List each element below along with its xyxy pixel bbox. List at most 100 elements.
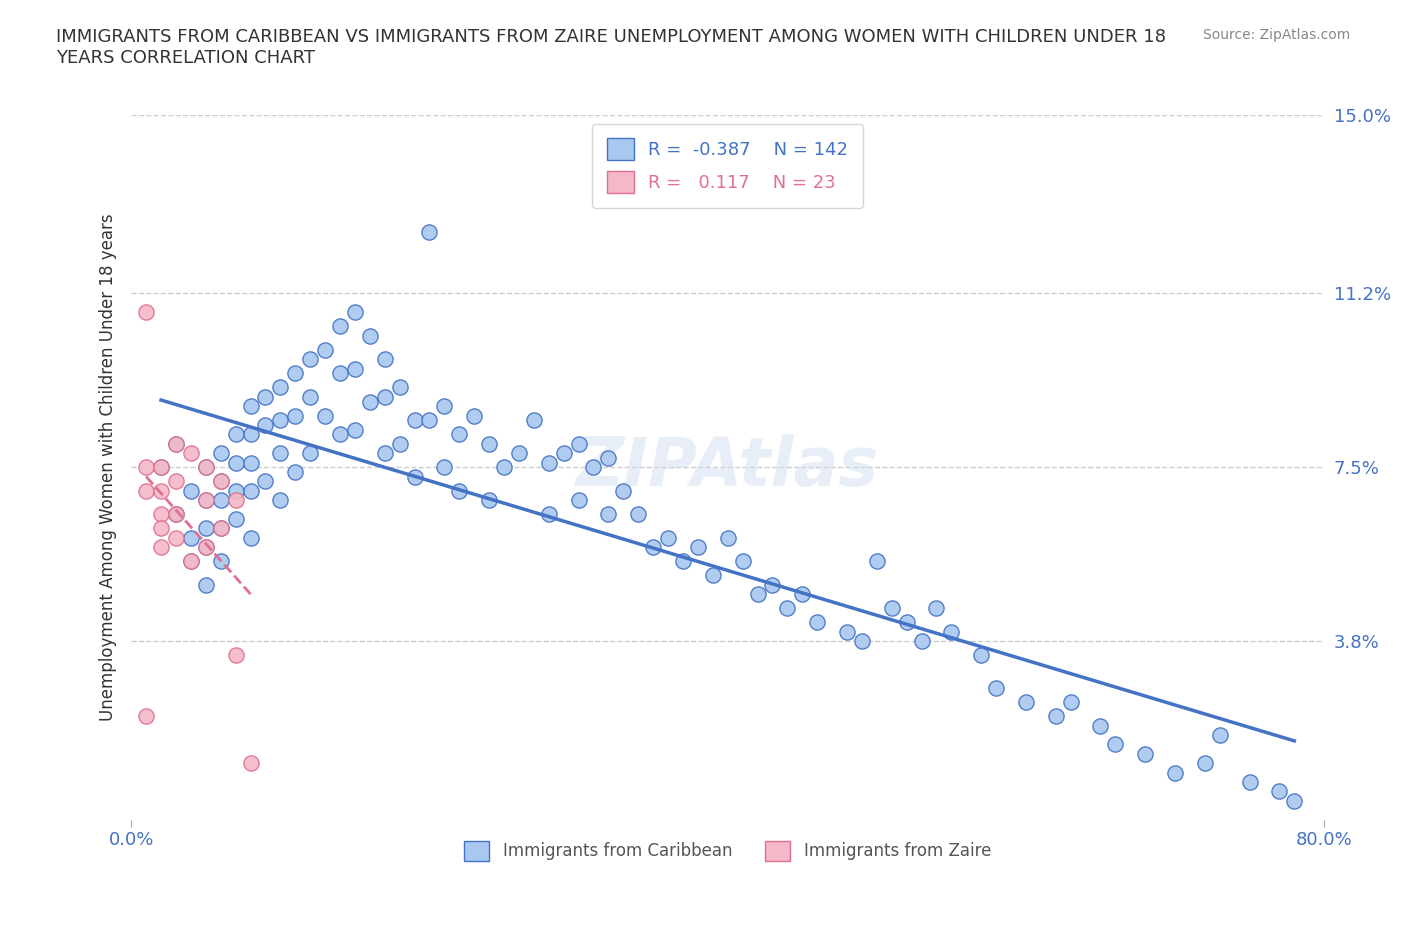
Point bbox=[463, 408, 485, 423]
Text: Source: ZipAtlas.com: Source: ZipAtlas.com bbox=[1202, 28, 1350, 42]
Point bbox=[776, 601, 799, 616]
Point bbox=[1104, 737, 1126, 751]
Point bbox=[225, 484, 247, 498]
Point bbox=[150, 539, 173, 554]
Point bbox=[433, 399, 456, 414]
Point bbox=[225, 647, 247, 662]
Point bbox=[284, 464, 307, 479]
Point bbox=[374, 390, 396, 405]
Point bbox=[225, 493, 247, 508]
Point bbox=[284, 365, 307, 380]
Point bbox=[1209, 727, 1232, 742]
Point bbox=[180, 484, 202, 498]
Point bbox=[1164, 765, 1187, 780]
Point bbox=[194, 493, 217, 508]
Point bbox=[165, 530, 187, 545]
Point bbox=[135, 709, 157, 724]
Point bbox=[135, 305, 157, 320]
Point bbox=[374, 445, 396, 460]
Point bbox=[1194, 756, 1216, 771]
Point bbox=[150, 459, 173, 474]
Point bbox=[209, 553, 232, 568]
Point bbox=[508, 445, 530, 460]
Point bbox=[299, 390, 322, 405]
Point bbox=[225, 512, 247, 526]
Point bbox=[150, 507, 173, 522]
Point bbox=[239, 399, 262, 414]
Point bbox=[239, 530, 262, 545]
Point bbox=[568, 493, 591, 508]
Point bbox=[209, 445, 232, 460]
Point bbox=[449, 484, 471, 498]
Point bbox=[835, 624, 858, 639]
Point bbox=[1284, 793, 1306, 808]
Point bbox=[880, 601, 903, 616]
Point bbox=[135, 484, 157, 498]
Text: IMMIGRANTS FROM CARIBBEAN VS IMMIGRANTS FROM ZAIRE UNEMPLOYMENT AMONG WOMEN WITH: IMMIGRANTS FROM CARIBBEAN VS IMMIGRANTS … bbox=[56, 28, 1166, 67]
Legend: Immigrants from Caribbean, Immigrants from Zaire: Immigrants from Caribbean, Immigrants fr… bbox=[457, 834, 998, 868]
Point bbox=[731, 553, 754, 568]
Point bbox=[984, 681, 1007, 696]
Point bbox=[194, 459, 217, 474]
Point bbox=[553, 445, 575, 460]
Point bbox=[254, 418, 277, 432]
Point bbox=[672, 553, 695, 568]
Point bbox=[150, 459, 173, 474]
Point bbox=[194, 493, 217, 508]
Point bbox=[1059, 695, 1081, 710]
Point bbox=[851, 633, 873, 648]
Point bbox=[537, 455, 560, 470]
Point bbox=[180, 553, 202, 568]
Point bbox=[329, 319, 352, 334]
Point bbox=[627, 507, 650, 522]
Point bbox=[239, 756, 262, 771]
Point bbox=[209, 521, 232, 536]
Point bbox=[478, 436, 501, 451]
Point bbox=[299, 352, 322, 366]
Point bbox=[388, 436, 411, 451]
Point bbox=[180, 530, 202, 545]
Point bbox=[686, 539, 709, 554]
Point bbox=[180, 445, 202, 460]
Point bbox=[537, 507, 560, 522]
Point bbox=[702, 568, 724, 583]
Point bbox=[150, 521, 173, 536]
Point bbox=[225, 455, 247, 470]
Point bbox=[717, 530, 740, 545]
Point bbox=[209, 493, 232, 508]
Point bbox=[1045, 709, 1067, 724]
Point bbox=[254, 474, 277, 489]
Point bbox=[418, 413, 440, 428]
Point bbox=[449, 427, 471, 442]
Point bbox=[209, 474, 232, 489]
Point bbox=[329, 365, 352, 380]
Point bbox=[1135, 747, 1157, 762]
Point bbox=[150, 484, 173, 498]
Point bbox=[1239, 775, 1261, 790]
Point bbox=[194, 521, 217, 536]
Point bbox=[523, 413, 546, 428]
Point bbox=[492, 459, 515, 474]
Point bbox=[329, 427, 352, 442]
Point bbox=[269, 413, 291, 428]
Point bbox=[254, 390, 277, 405]
Point bbox=[269, 445, 291, 460]
Point bbox=[225, 427, 247, 442]
Point bbox=[1268, 784, 1291, 799]
Point bbox=[165, 507, 187, 522]
Point bbox=[209, 521, 232, 536]
Point bbox=[165, 436, 187, 451]
Point bbox=[792, 587, 814, 602]
Point bbox=[657, 530, 679, 545]
Point bbox=[478, 493, 501, 508]
Point bbox=[582, 459, 605, 474]
Point bbox=[194, 539, 217, 554]
Point bbox=[925, 601, 948, 616]
Point bbox=[299, 445, 322, 460]
Point bbox=[1090, 718, 1112, 733]
Point bbox=[866, 553, 889, 568]
Point bbox=[343, 305, 366, 320]
Point bbox=[568, 436, 591, 451]
Point bbox=[404, 413, 426, 428]
Point bbox=[194, 539, 217, 554]
